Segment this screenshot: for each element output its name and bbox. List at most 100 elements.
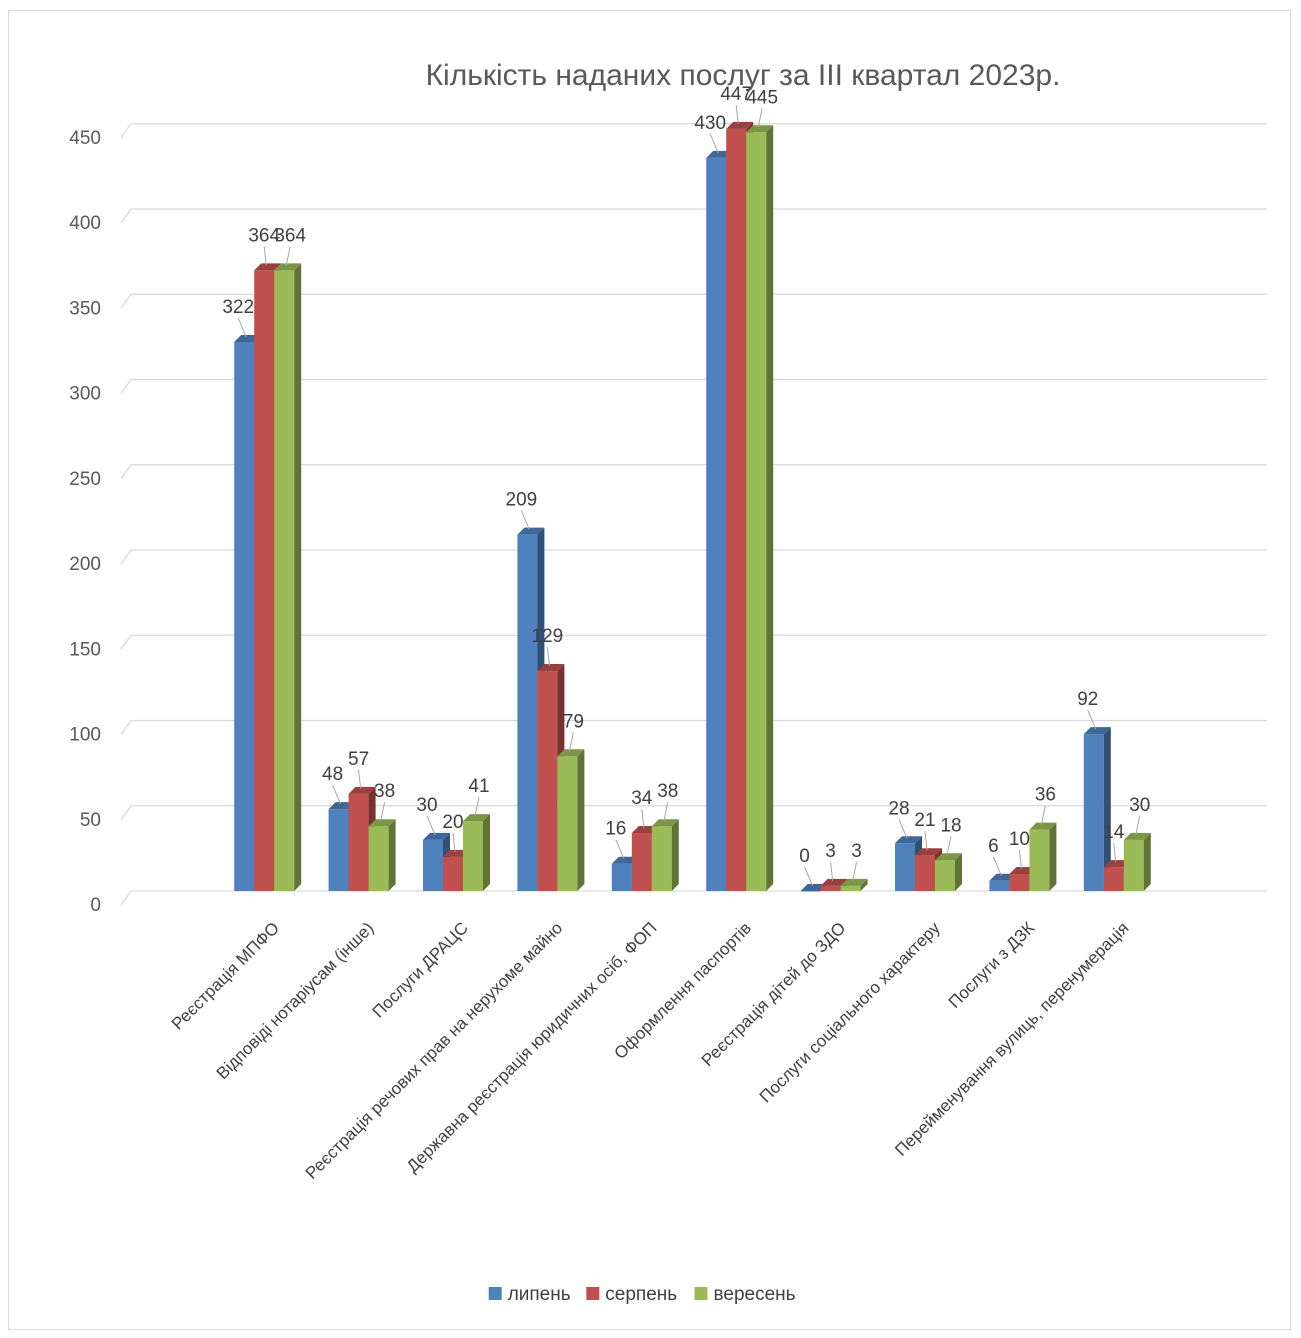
bar-top bbox=[368, 819, 396, 827]
bar-side bbox=[483, 814, 490, 891]
bar-top bbox=[935, 853, 962, 861]
data-label: 38 bbox=[374, 781, 395, 802]
y-tick-label: 300 bbox=[69, 384, 101, 405]
category-label: Послуги соціального характеру bbox=[756, 918, 944, 1106]
bar bbox=[1123, 832, 1151, 891]
bar bbox=[1029, 822, 1057, 891]
bar-side bbox=[577, 749, 585, 891]
gridline-floor-edge bbox=[120, 208, 132, 224]
data-label: 21 bbox=[914, 810, 935, 831]
bar-chart: Кількість наданих послуг за ІІІ квартал … bbox=[69, 59, 1267, 1305]
bar-front bbox=[1123, 839, 1144, 891]
y-tick-label: 0 bbox=[90, 895, 101, 916]
data-label: 16 bbox=[605, 819, 626, 840]
bar-front bbox=[651, 826, 672, 891]
gridline-floor-edge bbox=[120, 634, 132, 650]
data-label: 41 bbox=[468, 776, 489, 797]
legend-swatch bbox=[694, 1287, 708, 1300]
bar-top bbox=[517, 527, 545, 535]
data-label: 14 bbox=[1103, 822, 1125, 843]
chart-title: Кількість наданих послуг за ІІІ квартал … bbox=[426, 59, 1061, 92]
bar-front bbox=[1029, 829, 1050, 891]
bar bbox=[651, 819, 679, 891]
bar-front bbox=[254, 270, 275, 891]
data-label-leader bbox=[757, 108, 763, 128]
bar bbox=[935, 853, 962, 891]
bar bbox=[274, 263, 302, 891]
y-axis-ticks: 0 50 100 150 200 250 300 350 400 450 bbox=[69, 128, 101, 916]
bar-front bbox=[895, 843, 915, 891]
data-label: 10 bbox=[1009, 829, 1030, 850]
data-label: 3 bbox=[851, 841, 862, 862]
data-label-leader bbox=[641, 808, 645, 829]
data-label-leader bbox=[546, 647, 550, 667]
gridline-floor-edge bbox=[120, 293, 132, 309]
data-label-leader bbox=[1018, 849, 1022, 870]
y-tick-label: 350 bbox=[69, 298, 101, 319]
legend-label: липень bbox=[508, 1284, 571, 1305]
legend: липень серпень вересень bbox=[488, 1284, 796, 1305]
bar-front bbox=[915, 855, 935, 891]
y-tick-label: 50 bbox=[80, 810, 101, 831]
gridlines bbox=[120, 123, 1267, 906]
data-label: 20 bbox=[442, 812, 463, 833]
bar bbox=[368, 819, 396, 891]
data-label: 18 bbox=[940, 815, 961, 836]
bar-front bbox=[274, 270, 295, 891]
gridline-floor-edge bbox=[120, 805, 132, 821]
data-label-leader bbox=[663, 802, 669, 822]
bar-side bbox=[388, 819, 396, 891]
gridline-floor-edge bbox=[120, 549, 132, 565]
bar-top bbox=[651, 819, 679, 827]
y-tick-label: 250 bbox=[69, 469, 101, 490]
bar-front bbox=[800, 891, 821, 892]
category-label: Послуги з ДЗК bbox=[945, 918, 1039, 1012]
bar-side bbox=[1143, 832, 1151, 891]
data-label: 364 bbox=[248, 225, 280, 246]
data-label: 34 bbox=[631, 788, 653, 809]
bar-front bbox=[557, 756, 578, 891]
data-label: 445 bbox=[746, 87, 778, 108]
bar-front bbox=[611, 863, 632, 891]
chart-frame: Кількість наданих послуг за ІІІ квартал … bbox=[8, 10, 1291, 1330]
legend-swatch bbox=[586, 1287, 600, 1300]
category-label: Послуги ДРАЦС bbox=[369, 918, 472, 1021]
data-label: 30 bbox=[416, 795, 437, 816]
data-label: 6 bbox=[988, 836, 999, 857]
data-label-leader bbox=[263, 246, 267, 266]
bar-front bbox=[348, 793, 369, 891]
data-label-leader bbox=[474, 796, 480, 817]
data-label: 57 bbox=[348, 749, 369, 770]
bar-top bbox=[1029, 822, 1057, 830]
data-label: 0 bbox=[799, 846, 810, 867]
bar-top bbox=[915, 848, 942, 856]
bar-top bbox=[895, 836, 922, 844]
data-label-leader bbox=[358, 769, 362, 789]
data-label: 38 bbox=[657, 781, 678, 802]
bar-top bbox=[1083, 727, 1111, 735]
bar-front bbox=[989, 880, 1010, 891]
bar bbox=[1083, 727, 1111, 891]
data-label-leader bbox=[380, 802, 386, 822]
data-label-leader bbox=[452, 832, 456, 852]
data-label-leader bbox=[735, 104, 739, 124]
gridline-floor-edge bbox=[120, 720, 132, 735]
bar-front bbox=[517, 534, 538, 891]
bar-top bbox=[423, 832, 450, 840]
data-label-leader bbox=[830, 861, 834, 881]
bar-front bbox=[840, 885, 861, 891]
bar-top bbox=[746, 125, 774, 133]
bar-front bbox=[820, 885, 841, 891]
bar-side bbox=[955, 853, 962, 891]
data-label-leader bbox=[852, 861, 858, 881]
bar-top bbox=[254, 263, 282, 271]
data-label-leader bbox=[332, 784, 342, 805]
data-label-leader bbox=[1135, 815, 1141, 835]
data-label: 322 bbox=[222, 297, 254, 318]
bar bbox=[746, 125, 774, 891]
bar-front bbox=[1083, 734, 1104, 891]
bar-top bbox=[840, 878, 868, 886]
y-tick-label: 400 bbox=[69, 213, 101, 234]
bar-front bbox=[746, 132, 767, 891]
data-label-leader bbox=[898, 819, 908, 839]
